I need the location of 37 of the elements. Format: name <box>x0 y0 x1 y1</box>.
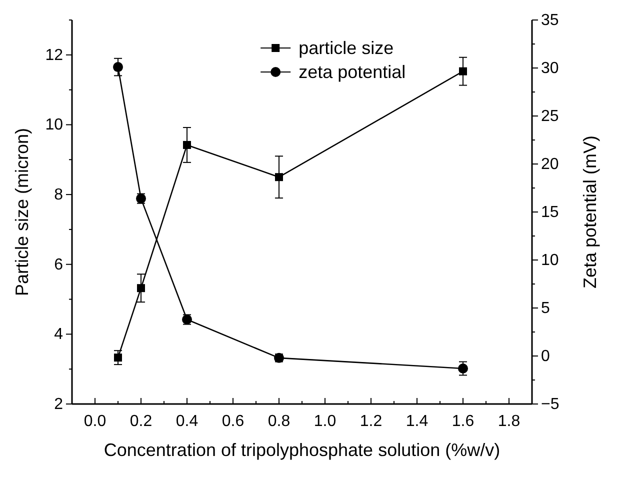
point <box>275 173 283 182</box>
y-tick-label: 4 <box>54 326 64 344</box>
y-tick-label: 12 <box>45 46 64 64</box>
point <box>114 354 122 362</box>
y2-tick-label: 10 <box>541 252 559 269</box>
y2-tick-label: 5 <box>541 300 550 317</box>
y2-tick-label: 0 <box>541 348 550 365</box>
y-tick-label: 6 <box>54 256 64 274</box>
point <box>458 363 468 374</box>
x-axis-title: Concentration of tripolyphosphate solution (%w/v) <box>104 440 500 460</box>
y-tick-label: 2 <box>54 396 64 413</box>
y2-tick-label: 35 <box>541 12 559 29</box>
point <box>183 140 191 149</box>
x-tick-label: 1.2 <box>360 413 382 430</box>
y2-axis-title: Zeta potential (mV) <box>580 135 600 289</box>
y-axis-title: Particle size (micron) <box>12 128 32 296</box>
x-tick-label: 0.8 <box>268 413 290 430</box>
point <box>459 67 467 76</box>
x-tick-label: 1.8 <box>498 413 520 430</box>
y-tick-label: 10 <box>45 116 64 134</box>
y2-tick-label: 15 <box>541 204 559 221</box>
x-tick-label: 0.6 <box>222 413 244 430</box>
x-tick-label: 0.4 <box>176 413 198 430</box>
legend-label: particle size <box>298 38 394 58</box>
y2-tick-label: −5 <box>541 396 560 413</box>
y2-tick-label: 25 <box>541 108 559 125</box>
x-tick-label: 0.2 <box>130 413 152 430</box>
y-tick-label: 8 <box>54 186 64 204</box>
point <box>137 284 145 292</box>
x-tick-label: 1.0 <box>314 413 336 430</box>
y2-tick-label: 30 <box>541 60 559 77</box>
x-tick-label: 0.0 <box>84 413 106 430</box>
point <box>113 62 123 72</box>
x-tick-label: 1.6 <box>452 413 474 430</box>
x-tick-label: 1.4 <box>406 413 428 430</box>
legend-label: zeta potential <box>298 62 406 82</box>
y2-tick-label: 20 <box>541 156 559 173</box>
